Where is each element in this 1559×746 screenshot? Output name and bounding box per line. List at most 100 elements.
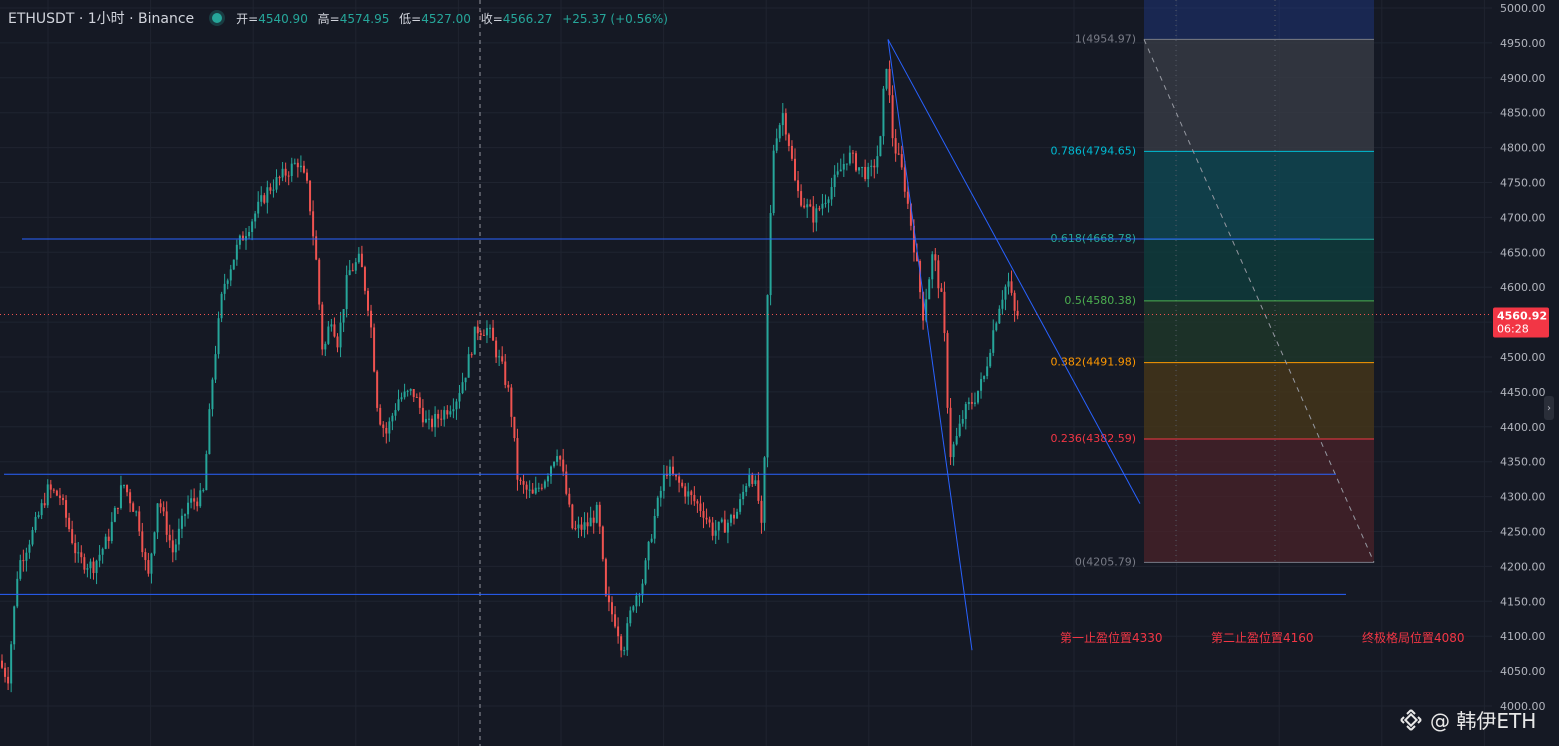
candle-body [92,561,95,574]
market-status-icon [212,13,223,23]
candle-body [452,409,455,412]
fib-level-label: 0.382(4491.98) [1050,356,1136,369]
candle-body [473,326,476,355]
candle-body [65,500,68,518]
candle-body [49,484,52,490]
candle-body [632,606,635,611]
candle-body [31,530,34,545]
candle-body [260,195,263,202]
candle-body [217,318,220,355]
candle-body [571,504,574,529]
candle-body [507,384,510,388]
symbol-title[interactable]: ETHUSDT · 1小时 · Binance [8,11,195,27]
candle-body [62,497,64,501]
watermark-text: @ 韩伊ETH [1430,709,1537,733]
candle-body [95,560,98,574]
candle-body [321,304,324,350]
low-label: 低= [399,11,422,26]
candle-body [528,489,531,491]
candle-body [992,330,995,353]
candle-body [357,253,360,263]
candle-body [245,236,247,241]
candle-body [736,511,739,519]
y-tick-label: 4200.00 [1500,560,1546,573]
candle-body [257,201,260,214]
candle-body [348,270,351,276]
ohlc-values: 开=4540.90 高=4574.95 低=4527.00 收=4566.27 … [236,10,674,27]
candle-body [7,676,10,684]
candle-body [403,391,406,398]
candle-body [983,376,986,380]
candle-body [980,379,983,391]
candle-body [809,204,812,207]
binance-diamond-icon [1400,708,1422,731]
candle-body [742,491,745,500]
candle-body [821,203,824,209]
candle-countdown: 06:28 [1497,322,1529,335]
candle-body [489,327,491,329]
candle-body [867,166,870,180]
candle-body [135,511,138,513]
candle-body [729,514,732,523]
candle-body [379,407,382,425]
candle-body [757,480,760,501]
candle-body [187,502,190,515]
candle-body [723,519,726,533]
candle-body [110,521,113,541]
candle-body [238,235,241,245]
candle-body [431,418,434,428]
candle-body [19,560,22,579]
candle-body [928,279,931,300]
candle-body [675,474,678,477]
candle-body [839,169,842,172]
candle-body [848,152,851,164]
candle-body [830,187,833,200]
candle-body [760,500,763,523]
candle-body [690,491,693,496]
candle-body [678,476,681,483]
candle-body [83,557,86,570]
fib-band [1144,239,1374,301]
candle-body [754,480,757,484]
candle-body [516,438,519,480]
candle-body [870,165,873,167]
candle-body [537,487,540,489]
candle-body [653,516,656,539]
y-tick-label: 4600.00 [1500,281,1546,294]
candle-body [434,413,437,428]
candle-body [656,497,659,517]
trendline[interactable] [887,39,973,651]
candle-body [827,199,830,203]
candle-body [52,489,55,491]
candle-body [373,327,376,372]
candle-body [708,519,711,523]
candle-body [180,515,183,529]
candle-body [315,236,318,260]
candle-body [89,561,92,569]
candle-body [400,397,403,400]
y-tick-label: 4350.00 [1500,456,1546,469]
candle-body [800,191,803,206]
candle-body [421,407,424,423]
candle-body [324,343,327,350]
candle-body [458,393,461,402]
candle-body [772,150,775,214]
candle-body [665,473,668,476]
candle-body [437,413,440,419]
candle-body [418,397,421,408]
candle-body [71,529,74,544]
trendline[interactable] [887,39,1141,504]
candle-body [794,158,796,181]
candle-body [638,595,641,597]
candle-body [232,259,235,270]
low-value: 4527.00 [421,11,471,26]
candle-body [129,492,132,504]
candle-body [229,269,232,281]
candle-body [540,487,543,489]
candle-body [681,482,684,487]
chevron-right-icon[interactable]: › [1544,396,1554,420]
candle-body [1007,281,1010,287]
candle-body [717,521,720,531]
candle-body [644,560,647,584]
